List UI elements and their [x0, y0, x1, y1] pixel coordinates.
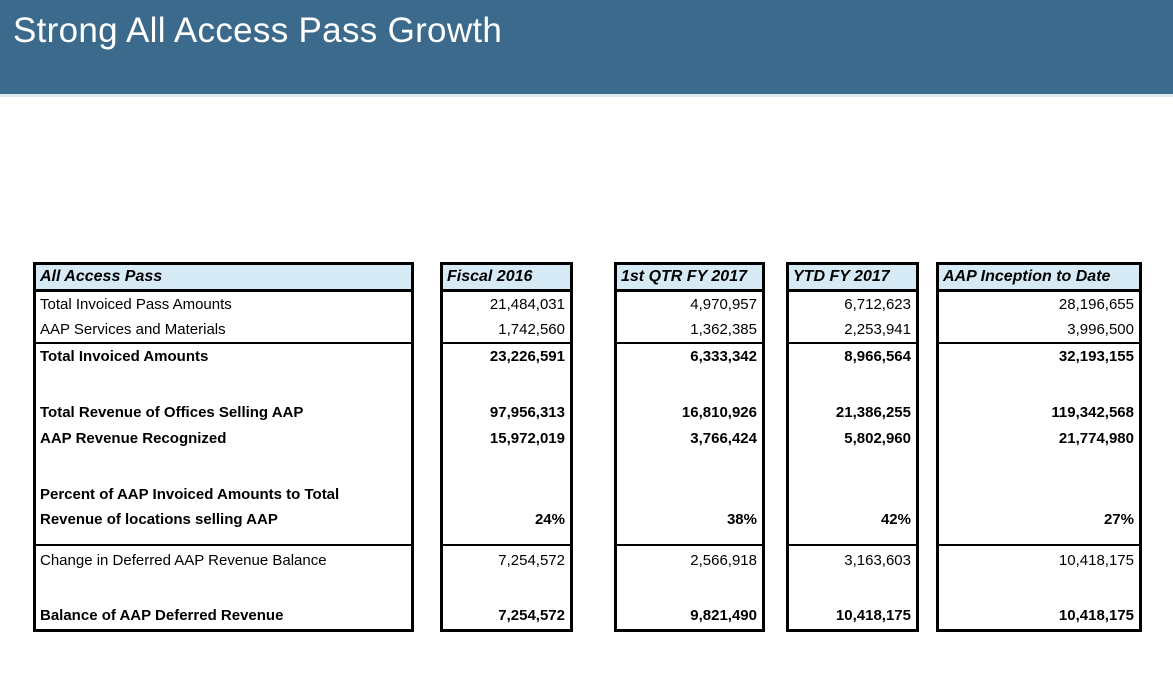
blank-row [939, 369, 1139, 400]
value-cell: 10,418,175 [835, 607, 911, 624]
empty-cell [939, 482, 1139, 507]
value-cell: 9,821,490 [690, 607, 757, 624]
blank-row [789, 452, 916, 482]
row-label-aap-revenue-recognized: AAP Revenue Recognized [40, 430, 227, 447]
table-aap-inception-to-date-block: AAP Inception to Date 28,196,655 3,996,5… [936, 262, 1142, 632]
value-cell: 6,333,342 [690, 348, 757, 365]
table-fiscal-2016-block: Fiscal 2016 21,484,031 1,742,560 23,226,… [440, 262, 573, 632]
row-label-percent-line2: Revenue of locations selling AAP [40, 511, 278, 528]
blank-row [617, 452, 762, 482]
blank-row [789, 576, 916, 602]
value-cell: 8,966,564 [844, 348, 911, 365]
value-cell: 2,566,918 [690, 552, 757, 569]
value-cell: 2,253,941 [789, 317, 916, 344]
value-cell: 21,484,031 [489, 296, 565, 313]
row-label-aap-services-and-materials: AAP Services and Materials [36, 317, 411, 344]
empty-cell [617, 482, 762, 507]
blank-row [36, 452, 411, 482]
value-cell: 3,996,500 [939, 317, 1139, 344]
value-cell: 10,418,175 [1058, 607, 1134, 624]
value-cell: 27% [1103, 511, 1134, 528]
empty-cell [443, 482, 570, 507]
title-banner: Strong All Access Pass Growth [0, 0, 1173, 97]
blank-row [36, 532, 411, 546]
table-1st-qtr-fy-2017-block: 1st QTR FY 2017 4,970,957 1,362,385 6,33… [614, 262, 765, 632]
table-ytd-fy-2017-block: YTD FY 2017 6,712,623 2,253,941 8,966,56… [786, 262, 919, 632]
value-cell: 23,226,591 [489, 348, 565, 365]
table-labels-block: All Access Pass Total Invoiced Pass Amou… [33, 262, 414, 632]
column-header-aap-inception-to-date: AAP Inception to Date [939, 265, 1139, 292]
blank-row [36, 369, 411, 400]
empty-cell [789, 482, 916, 507]
blank-row [443, 452, 570, 482]
value-cell: 28,196,655 [1058, 296, 1134, 313]
value-cell: 3,163,603 [844, 552, 911, 569]
value-cell: 21,774,980 [1058, 430, 1134, 447]
column-header-ytd-fy-2017: YTD FY 2017 [789, 265, 916, 292]
blank-row [443, 532, 570, 546]
value-cell: 5,802,960 [844, 430, 911, 447]
blank-row [617, 369, 762, 400]
value-cell: 24% [534, 511, 565, 528]
blank-row [617, 576, 762, 602]
value-cell: 4,970,957 [690, 296, 757, 313]
value-cell: 16,810,926 [681, 404, 757, 421]
value-cell: 21,386,255 [835, 404, 911, 421]
value-cell: 6,712,623 [844, 296, 911, 313]
value-cell: 32,193,155 [1058, 348, 1134, 365]
row-label-total-invoiced-amounts: Total Invoiced Amounts [40, 348, 209, 365]
row-label-total-revenue-offices-selling-aap: Total Revenue of Offices Selling AAP [40, 404, 304, 421]
row-label-change-in-deferred-aap-revenue: Change in Deferred AAP Revenue Balance [40, 552, 327, 569]
column-header-fiscal-2016: Fiscal 2016 [443, 265, 570, 292]
value-cell: 38% [726, 511, 757, 528]
blank-row [789, 369, 916, 400]
value-cell: 3,766,424 [690, 430, 757, 447]
row-label-balance-of-aap-deferred-revenue: Balance of AAP Deferred Revenue [40, 607, 284, 624]
value-cell: 119,342,568 [1051, 404, 1134, 421]
blank-row [939, 452, 1139, 482]
column-header-1st-qtr-fy-2017: 1st QTR FY 2017 [617, 265, 762, 292]
value-cell: 7,254,572 [498, 607, 565, 624]
blank-row [789, 532, 916, 546]
row-label-total-invoiced-pass-amounts: Total Invoiced Pass Amounts [40, 296, 232, 313]
value-cell: 7,254,572 [498, 552, 565, 569]
blank-row [617, 532, 762, 546]
value-cell: 97,956,313 [489, 404, 565, 421]
value-cell: 42% [880, 511, 911, 528]
value-cell: 1,362,385 [617, 317, 762, 344]
column-header-all-access-pass: All Access Pass [36, 265, 411, 292]
blank-row [443, 576, 570, 602]
value-cell: 15,972,019 [489, 430, 565, 447]
row-label-percent-line1: Percent of AAP Invoiced Amounts to Total [40, 486, 340, 503]
blank-row [443, 369, 570, 400]
slide-title: Strong All Access Pass Growth [13, 11, 503, 50]
blank-row [36, 576, 411, 602]
value-cell: 1,742,560 [443, 317, 570, 344]
blank-row [939, 576, 1139, 602]
value-cell: 10,418,175 [1058, 552, 1134, 569]
blank-row [939, 532, 1139, 546]
